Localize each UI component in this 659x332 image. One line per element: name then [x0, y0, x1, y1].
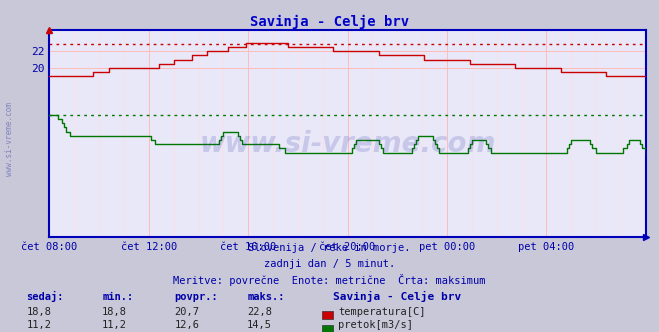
Text: min.:: min.:: [102, 292, 133, 302]
Text: 11,2: 11,2: [26, 320, 51, 330]
Text: 20,7: 20,7: [175, 307, 200, 317]
Text: povpr.:: povpr.:: [175, 292, 218, 302]
Text: 12,6: 12,6: [175, 320, 200, 330]
Text: www.si-vreme.com: www.si-vreme.com: [5, 103, 14, 176]
Text: zadnji dan / 5 minut.: zadnji dan / 5 minut.: [264, 259, 395, 269]
Text: 14,5: 14,5: [247, 320, 272, 330]
Text: pretok[m3/s]: pretok[m3/s]: [338, 320, 413, 330]
Text: 11,2: 11,2: [102, 320, 127, 330]
Text: www.si-vreme.com: www.si-vreme.com: [200, 130, 496, 158]
Text: 18,8: 18,8: [102, 307, 127, 317]
Text: Meritve: povrečne  Enote: metrične  Črta: maksimum: Meritve: povrečne Enote: metrične Črta: …: [173, 274, 486, 286]
Text: 18,8: 18,8: [26, 307, 51, 317]
Text: temperatura[C]: temperatura[C]: [338, 307, 426, 317]
Text: maks.:: maks.:: [247, 292, 285, 302]
Text: 22,8: 22,8: [247, 307, 272, 317]
Text: Savinja - Celje brv: Savinja - Celje brv: [333, 291, 461, 302]
Text: Savinja - Celje brv: Savinja - Celje brv: [250, 15, 409, 29]
Text: Slovenija / reke in morje.: Slovenija / reke in morje.: [248, 243, 411, 253]
Text: sedaj:: sedaj:: [26, 291, 64, 302]
